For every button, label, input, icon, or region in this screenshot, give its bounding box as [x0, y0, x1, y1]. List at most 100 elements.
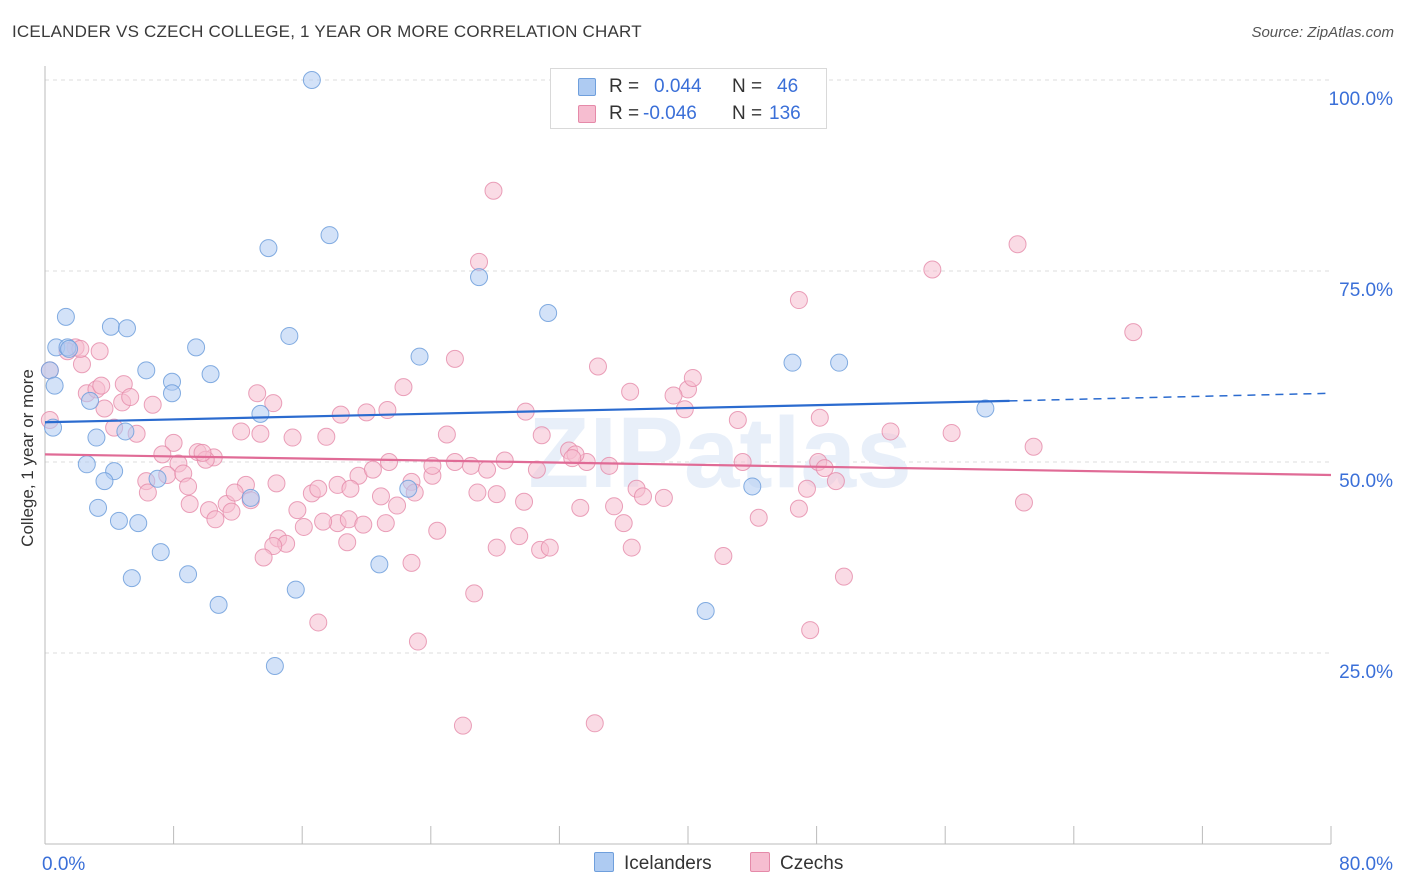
- icelanders-trend-line: [44, 399, 1010, 424]
- czechs-point-38: [532, 426, 551, 445]
- czechs-point-32: [728, 410, 747, 429]
- n-value: 46: [777, 76, 799, 97]
- y-tick-label-0: 25.0%: [1339, 662, 1393, 683]
- czechs-point-58: [733, 453, 752, 471]
- czechs-point-61: [363, 460, 382, 479]
- legend-item-icelanders: Icelanders: [594, 852, 712, 875]
- czechs-point-131: [341, 479, 360, 498]
- czechs-point-90: [789, 499, 808, 518]
- icelanders-point-24: [44, 418, 63, 437]
- icelanders-point-13: [162, 384, 181, 403]
- czechs-point-76: [633, 487, 652, 506]
- r-label: R =: [609, 103, 640, 124]
- icelanders-point-1: [56, 307, 75, 326]
- czechs-point-29: [357, 403, 376, 422]
- icelanders-point-43: [696, 601, 715, 620]
- czechs-point-110: [714, 546, 733, 565]
- icelanders-point-22: [830, 353, 849, 372]
- icelanders-point-11: [201, 365, 220, 384]
- legend-item-czechs: Czechs: [750, 852, 843, 875]
- x-tick-label-1: 80.0%: [1339, 854, 1393, 875]
- czechs-point-91: [1014, 493, 1033, 512]
- stats-row-icelanders: R = 0.044 N = 46: [551, 74, 826, 101]
- icelanders-point-45: [743, 477, 762, 496]
- czechs-point-14: [92, 376, 111, 395]
- icelanders-point-3: [117, 319, 136, 338]
- czechs-point-79: [138, 483, 157, 502]
- icelanders-point-17: [470, 268, 489, 287]
- czechs-point-64: [527, 460, 546, 479]
- czechs-point-77: [797, 479, 816, 498]
- czechs-point-68: [267, 474, 286, 493]
- czechs-point-39: [881, 422, 900, 441]
- icelanders-point-40: [286, 580, 305, 599]
- czechs-point-30: [378, 401, 397, 420]
- icelanders-point-15: [259, 239, 278, 258]
- czechs-point-130: [563, 449, 582, 468]
- czechs-point-5: [1124, 323, 1143, 342]
- r-value: 0.044: [654, 76, 702, 97]
- czechs-point-35: [283, 428, 302, 447]
- icelanders-point-19: [280, 326, 299, 345]
- czechs-point-7: [90, 342, 109, 361]
- czechs-point-2: [1008, 235, 1027, 254]
- czechs-point-0: [484, 181, 503, 200]
- icelanders-point-32: [241, 488, 260, 507]
- czechs-swatch: [750, 852, 770, 872]
- czechs-point-116: [408, 632, 427, 651]
- y-tick-label-3: 100.0%: [1329, 89, 1394, 110]
- source-credit: Source: ZipAtlas.com: [1251, 24, 1394, 41]
- czechs-point-128: [605, 497, 624, 516]
- czechs-point-135: [376, 514, 395, 533]
- czechs-point-88: [515, 492, 534, 511]
- czechs-point-104: [487, 538, 506, 557]
- icelanders-point-6: [60, 339, 79, 358]
- icelanders-point-7: [40, 361, 59, 380]
- czechs-point-19: [143, 395, 162, 414]
- czechs-point-51: [380, 453, 399, 471]
- czechs-point-17: [121, 388, 140, 407]
- y-tick-label-1: 50.0%: [1339, 471, 1393, 492]
- czechs-point-33: [810, 408, 829, 427]
- czechs-point-43: [153, 445, 172, 464]
- czechs-point-134: [654, 488, 673, 507]
- icelanders-point-2: [101, 317, 120, 336]
- n-label: N =: [732, 103, 763, 124]
- czechs-point-105: [510, 527, 529, 546]
- czechs-point-8: [72, 355, 91, 374]
- gridlines: [45, 79, 1331, 654]
- icelanders-point-41: [370, 555, 389, 574]
- n-value: 136: [769, 103, 801, 124]
- czechs-point-26: [683, 368, 702, 387]
- czechs-point-102: [314, 512, 333, 531]
- icelanders-point-42: [209, 595, 228, 614]
- czechs-point-78: [826, 472, 845, 491]
- stats-box: R = 0.044 N = 46 R = -0.046 N = 136: [550, 68, 827, 129]
- czechs-point-83: [222, 502, 241, 521]
- czechs-point-111: [254, 548, 273, 567]
- czechs-point-34: [232, 422, 251, 441]
- czechs-point-99: [428, 521, 447, 540]
- czechs-point-73: [468, 483, 487, 502]
- czechs-point-119: [585, 714, 604, 733]
- icelanders-point-8: [45, 376, 64, 395]
- czechs-point-129: [815, 459, 834, 478]
- icelanders-point-10: [187, 338, 206, 357]
- czechs-point-18: [95, 399, 114, 418]
- icelanders-point-36: [399, 479, 418, 498]
- czechs-point-1: [470, 252, 489, 271]
- icelanders-point-25: [87, 428, 106, 447]
- czechs-point-85: [288, 501, 307, 520]
- icelanders-point-37: [151, 543, 170, 562]
- czechs-point-89: [571, 498, 590, 517]
- stats-row-czechs: R = -0.046 N = 136: [551, 101, 826, 128]
- czechs-swatch: [578, 105, 596, 123]
- icelanders-point-33: [89, 498, 108, 517]
- czechs-point-21: [264, 394, 283, 413]
- czechs-point-132: [478, 460, 497, 479]
- czechs-point-36: [317, 427, 336, 446]
- czechs-point-126: [251, 424, 270, 443]
- r-value: -0.046: [643, 103, 697, 124]
- icelanders-swatch: [594, 852, 614, 872]
- r-label: R =: [609, 76, 640, 97]
